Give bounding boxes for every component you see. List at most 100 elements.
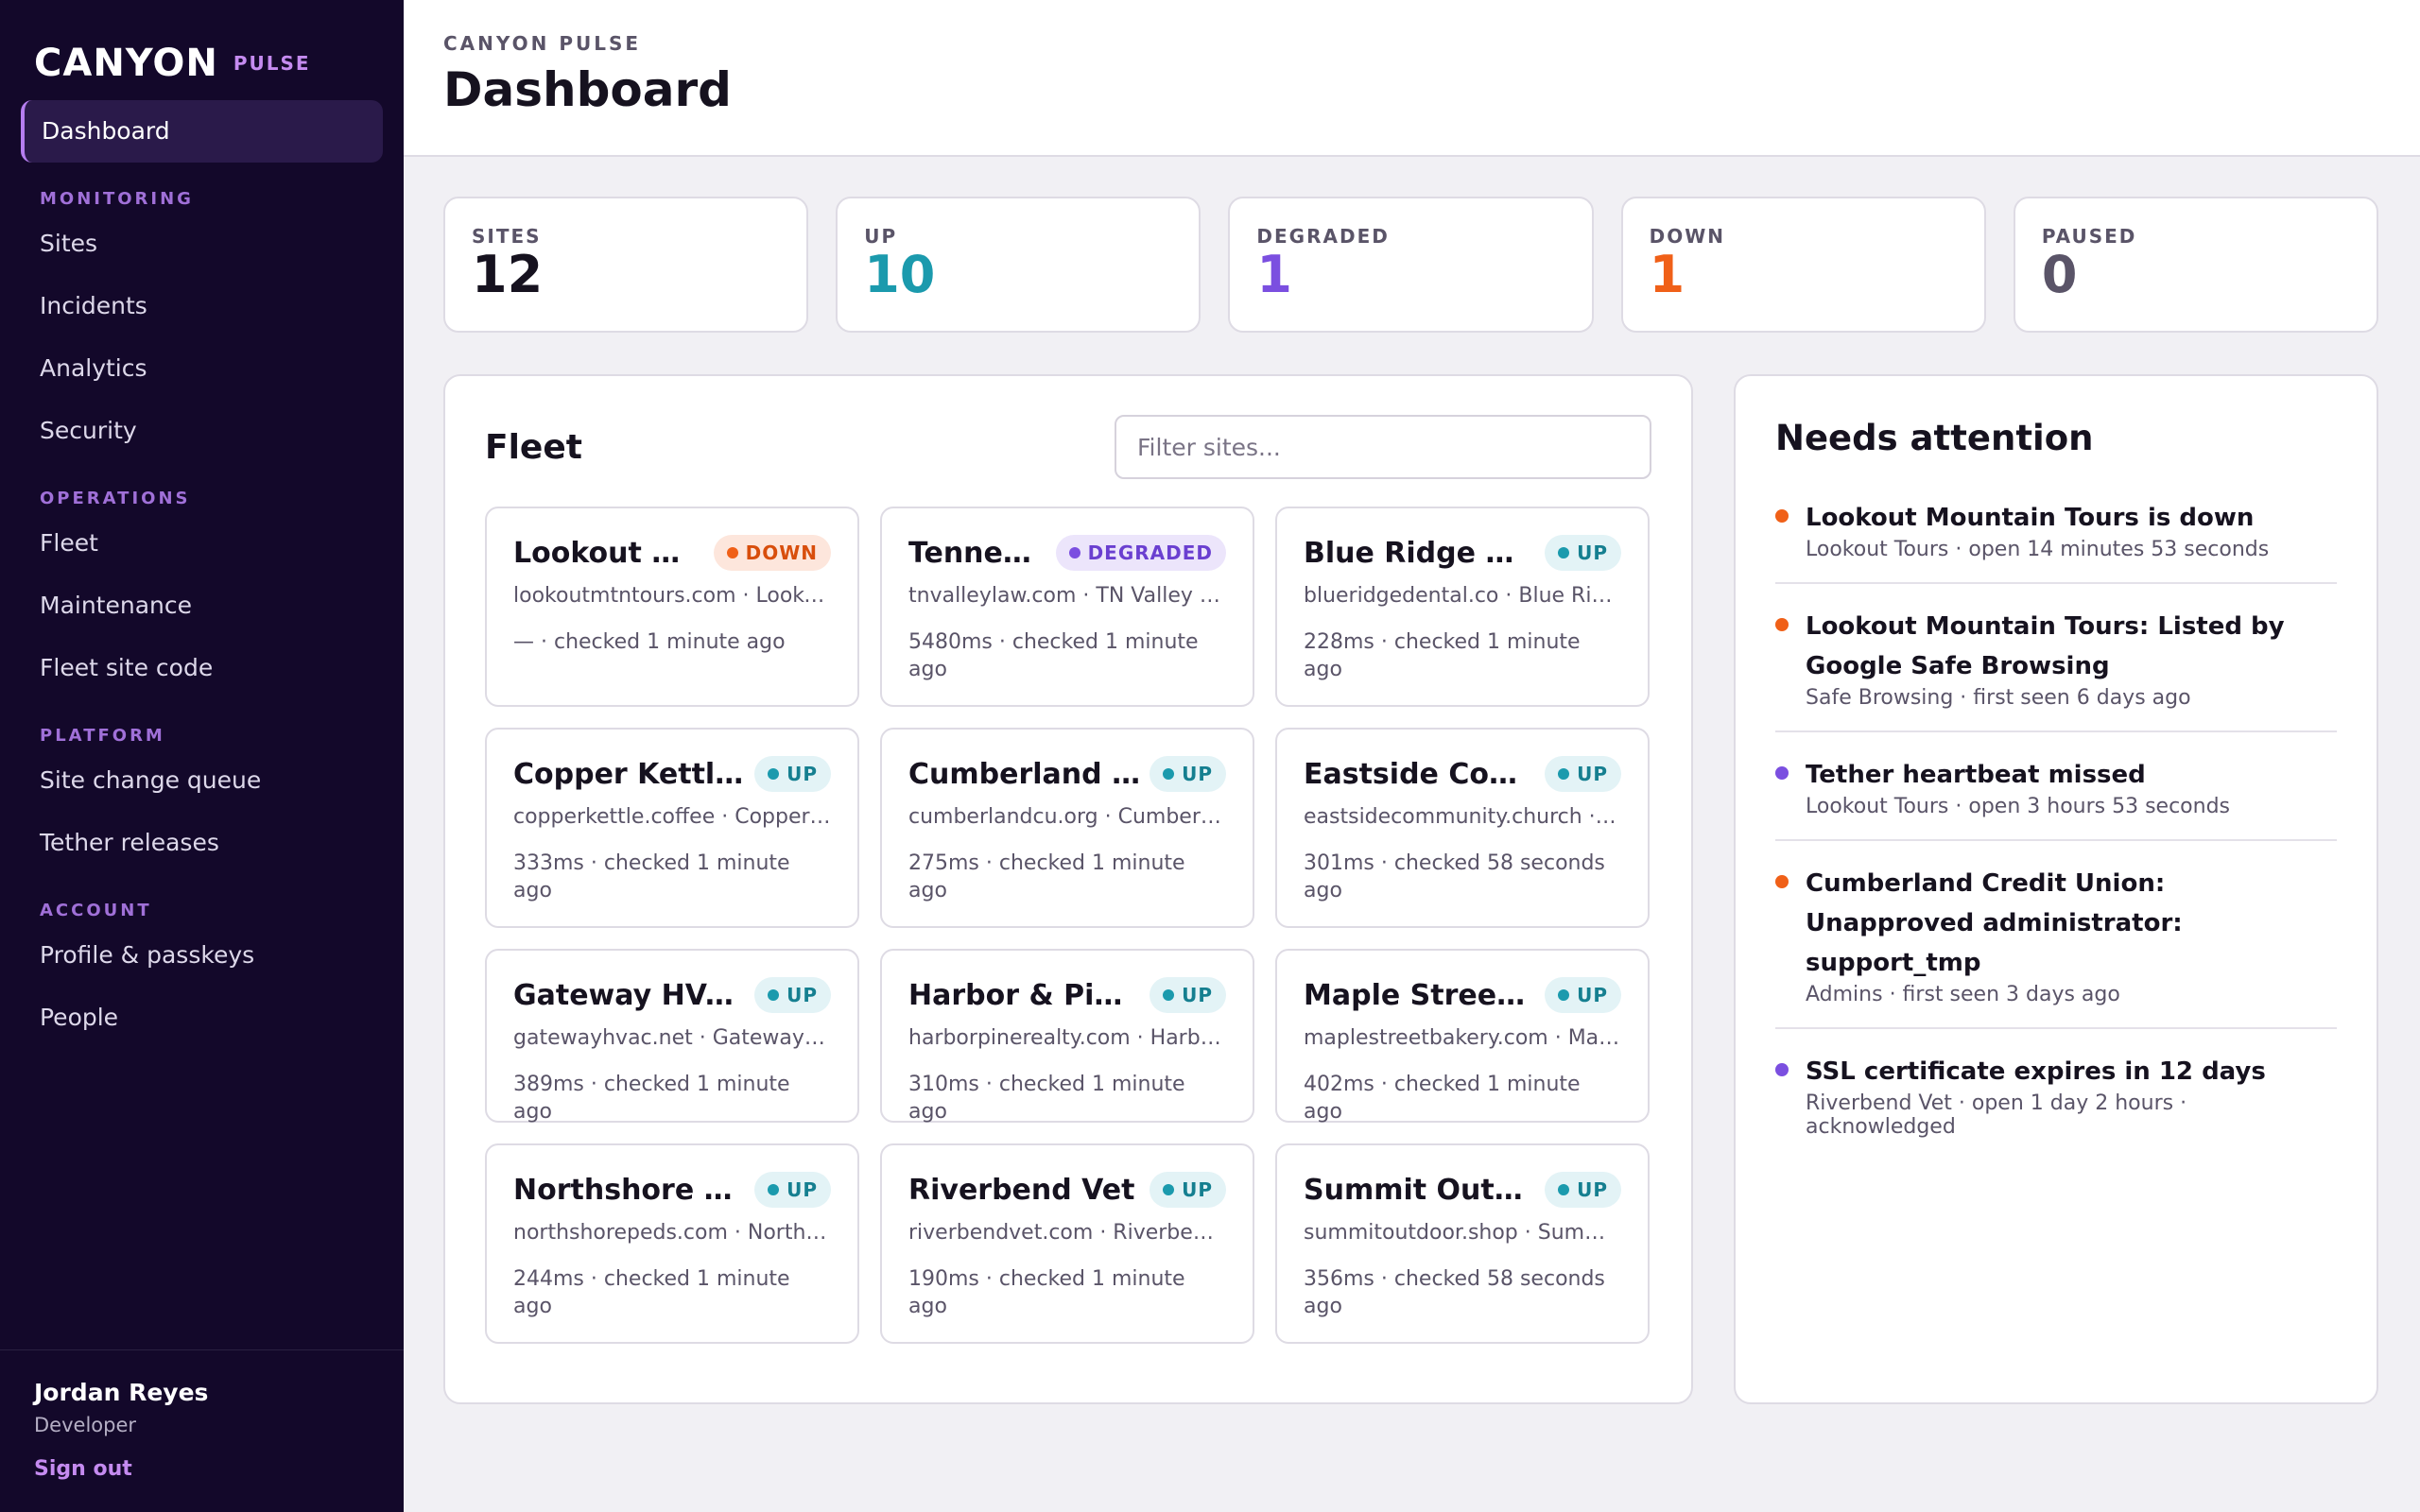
site-card[interactable]: Gateway HVAC UP gatewayhvac.net · Gateway …: [485, 949, 859, 1124]
brand-logo: CANYON: [34, 42, 218, 85]
site-host: riverbendvet.com · Riverbend Vet: [908, 1221, 1226, 1245]
site-last-check: 244ms · checked 1 minute ago: [513, 1267, 790, 1318]
site-name: Blue Ridge Dental: [1304, 536, 1535, 570]
sidebar-item-dashboard[interactable]: Dashboard: [21, 100, 383, 163]
site-card[interactable]: Summit Outdoor UP summitoutdoor.shop · Sum…: [1275, 1143, 1650, 1344]
stat-label: UP: [864, 225, 898, 248]
attention-item-title: Lookout Mountain Tours is down: [1806, 504, 2255, 532]
stat-card-down: DOWN 1: [1620, 197, 1986, 333]
sidebar-item-tether-releases[interactable]: Tether releases: [40, 829, 219, 856]
site-last-check: 5480ms · checked 1 minute ago: [908, 630, 1199, 681]
site-card[interactable]: Eastside Community Church UP eastsidecommu…: [1275, 728, 1650, 928]
site-host: gatewayhvac.net · Gateway HVAC: [513, 1026, 831, 1050]
status-dot-icon: [726, 547, 738, 558]
attention-item-meta: Riverbend Vet · open 1 day 2 hours · ack…: [1806, 1091, 2187, 1139]
attention-item-title: Lookout Mountain Tours: Listed by Google…: [1806, 612, 2285, 680]
site-card-header: Gateway HVAC UP: [513, 977, 831, 1013]
sidebar-item-fleet-site-code[interactable]: Fleet site code: [40, 654, 214, 681]
status-label: UP: [1182, 984, 1213, 1006]
attention-item[interactable]: Tether heartbeat missed Lookout Tours · o…: [1775, 732, 2337, 841]
nav-section-monitoring: MONITORING: [40, 189, 194, 209]
stat-value: 12: [472, 245, 544, 304]
status-badge: UP: [1545, 977, 1621, 1013]
stat-card-degraded: DEGRADED 1: [1228, 197, 1594, 333]
status-label: UP: [1577, 541, 1608, 564]
status-dot-icon: [1163, 1184, 1175, 1195]
nav-section-platform: PLATFORM: [40, 726, 165, 746]
site-name: Gateway HVAC: [513, 978, 746, 1012]
site-name: Northshore Pediatrics: [513, 1173, 745, 1207]
brand[interactable]: CANYON PULSE: [0, 0, 404, 98]
stat-card-paused: PAUSED 0: [2013, 197, 2379, 333]
site-last-check: 356ms · checked 58 seconds ago: [1304, 1267, 1605, 1318]
site-last-check: 333ms · checked 1 minute ago: [513, 851, 790, 902]
stat-card-sites: SITES 12: [443, 197, 809, 333]
sign-out-link[interactable]: Sign out: [34, 1457, 132, 1481]
stat-label: DEGRADED: [1256, 225, 1390, 248]
status-badge: UP: [1150, 1172, 1226, 1208]
sidebar-item-maintenance[interactable]: Maintenance: [40, 592, 192, 619]
site-last-check: 275ms · checked 1 minute ago: [908, 851, 1185, 902]
page-header: CANYON PULSE Dashboard: [404, 0, 2420, 157]
site-host: maplestreetbakery.com · Maple Street: [1304, 1026, 1621, 1050]
site-card-header: Lookout Mountain Tours DOWN: [513, 535, 831, 571]
sidebar-item-profile-passkeys[interactable]: Profile & passkeys: [40, 941, 255, 969]
stat-label: PAUSED: [2041, 225, 2137, 248]
filter-sites-input[interactable]: [1115, 415, 1651, 479]
sidebar-item-analytics[interactable]: Analytics: [40, 354, 147, 382]
site-card[interactable]: Northshore Pediatrics UP northshorepeds.co…: [485, 1143, 859, 1344]
attention-item-title: Tether heartbeat missed: [1806, 761, 2146, 789]
attention-item-meta: Lookout Tours · open 14 minutes 53 secon…: [1806, 538, 2270, 561]
status-badge: UP: [1150, 977, 1226, 1013]
sidebar-nav: MONITORING Sites Incidents Analytics Securit…: [0, 163, 404, 1049]
user-panel: Jordan Reyes Developer Sign out: [0, 1349, 404, 1512]
attention-item[interactable]: Cumberland Credit Union: Unapproved admi…: [1775, 841, 2337, 1029]
site-name: Riverbend Vet: [908, 1173, 1135, 1207]
status-label: UP: [786, 763, 818, 785]
stat-card-up: UP 10: [836, 197, 1201, 333]
site-card[interactable]: Riverbend Vet UP riverbendvet.com · Riverb…: [880, 1143, 1254, 1344]
attention-item-title: Cumberland Credit Union: Unapproved admi…: [1806, 869, 2183, 977]
status-dot-icon: [1558, 547, 1570, 558]
status-badge: UP: [1150, 756, 1226, 792]
severity-dot-icon: [1775, 875, 1789, 888]
site-card[interactable]: Lookout Mountain Tours DOWN lookoutmtntour…: [485, 507, 859, 707]
site-host: cumberlandcu.org · Cumberland CU: [908, 805, 1226, 829]
sidebar-item-fleet[interactable]: Fleet: [40, 529, 98, 557]
site-card-header: Maple Street Bakery UP: [1304, 977, 1621, 1013]
attention-item-body: Lookout Mountain Tours: Listed by Google…: [1806, 607, 2337, 710]
site-last-check: 301ms · checked 58 seconds ago: [1304, 851, 1605, 902]
sidebar-item-site-change-queue[interactable]: Site change queue: [40, 766, 262, 794]
stat-label: DOWN: [1649, 225, 1726, 248]
severity-dot-icon: [1775, 618, 1789, 631]
sidebar-item-people[interactable]: People: [40, 1004, 119, 1031]
attention-item-body: SSL certificate expires in 12 days Riverb…: [1806, 1052, 2337, 1139]
site-name: Tennessee Valley Law: [908, 536, 1046, 570]
site-card[interactable]: Tennessee Valley Law DEGRADED tnvalleylaw.…: [880, 507, 1254, 707]
attention-item-meta: Admins · first seen 3 days ago: [1806, 983, 2120, 1006]
fleet-grid: Lookout Mountain Tours DOWN lookoutmtntour…: [485, 507, 1651, 1365]
attention-item[interactable]: Lookout Mountain Tours is down Lookout To…: [1775, 475, 2337, 584]
status-label: DEGRADED: [1087, 541, 1213, 564]
site-card-header: Eastside Community Church UP: [1304, 756, 1621, 792]
sidebar-item-security[interactable]: Security: [40, 417, 137, 444]
attention-item[interactable]: Lookout Mountain Tours: Listed by Google…: [1775, 584, 2337, 732]
status-label: UP: [1577, 984, 1608, 1006]
site-card[interactable]: Cumberland Credit Union UP cumberlandcu.or…: [880, 728, 1254, 928]
severity-dot-icon: [1775, 1063, 1789, 1076]
site-card[interactable]: Harbor & Pine Realty UP harborpinerealty.c…: [880, 949, 1254, 1124]
nav-section-account: ACCOUNT: [40, 901, 152, 920]
site-card[interactable]: Copper Kettle Coffee UP copperkettle.coffe…: [485, 728, 859, 928]
status-dot-icon: [1558, 768, 1570, 780]
attention-item[interactable]: SSL certificate expires in 12 days Riverb…: [1775, 1029, 2337, 1160]
status-badge: UP: [754, 756, 831, 792]
site-host: copperkettle.coffee · Copper Kettle: [513, 805, 831, 829]
status-label: UP: [786, 1178, 818, 1201]
status-dot-icon: [768, 989, 780, 1001]
sidebar-item-incidents[interactable]: Incidents: [40, 292, 147, 319]
sidebar-item-sites[interactable]: Sites: [40, 230, 98, 257]
site-name: Lookout Mountain Tours: [513, 536, 704, 570]
site-card[interactable]: Maple Street Bakery UP maplestreetbakery.c…: [1275, 949, 1650, 1124]
site-name: Cumberland Credit Union: [908, 757, 1140, 791]
site-card[interactable]: Blue Ridge Dental UP blueridgedental.co · …: [1275, 507, 1650, 707]
